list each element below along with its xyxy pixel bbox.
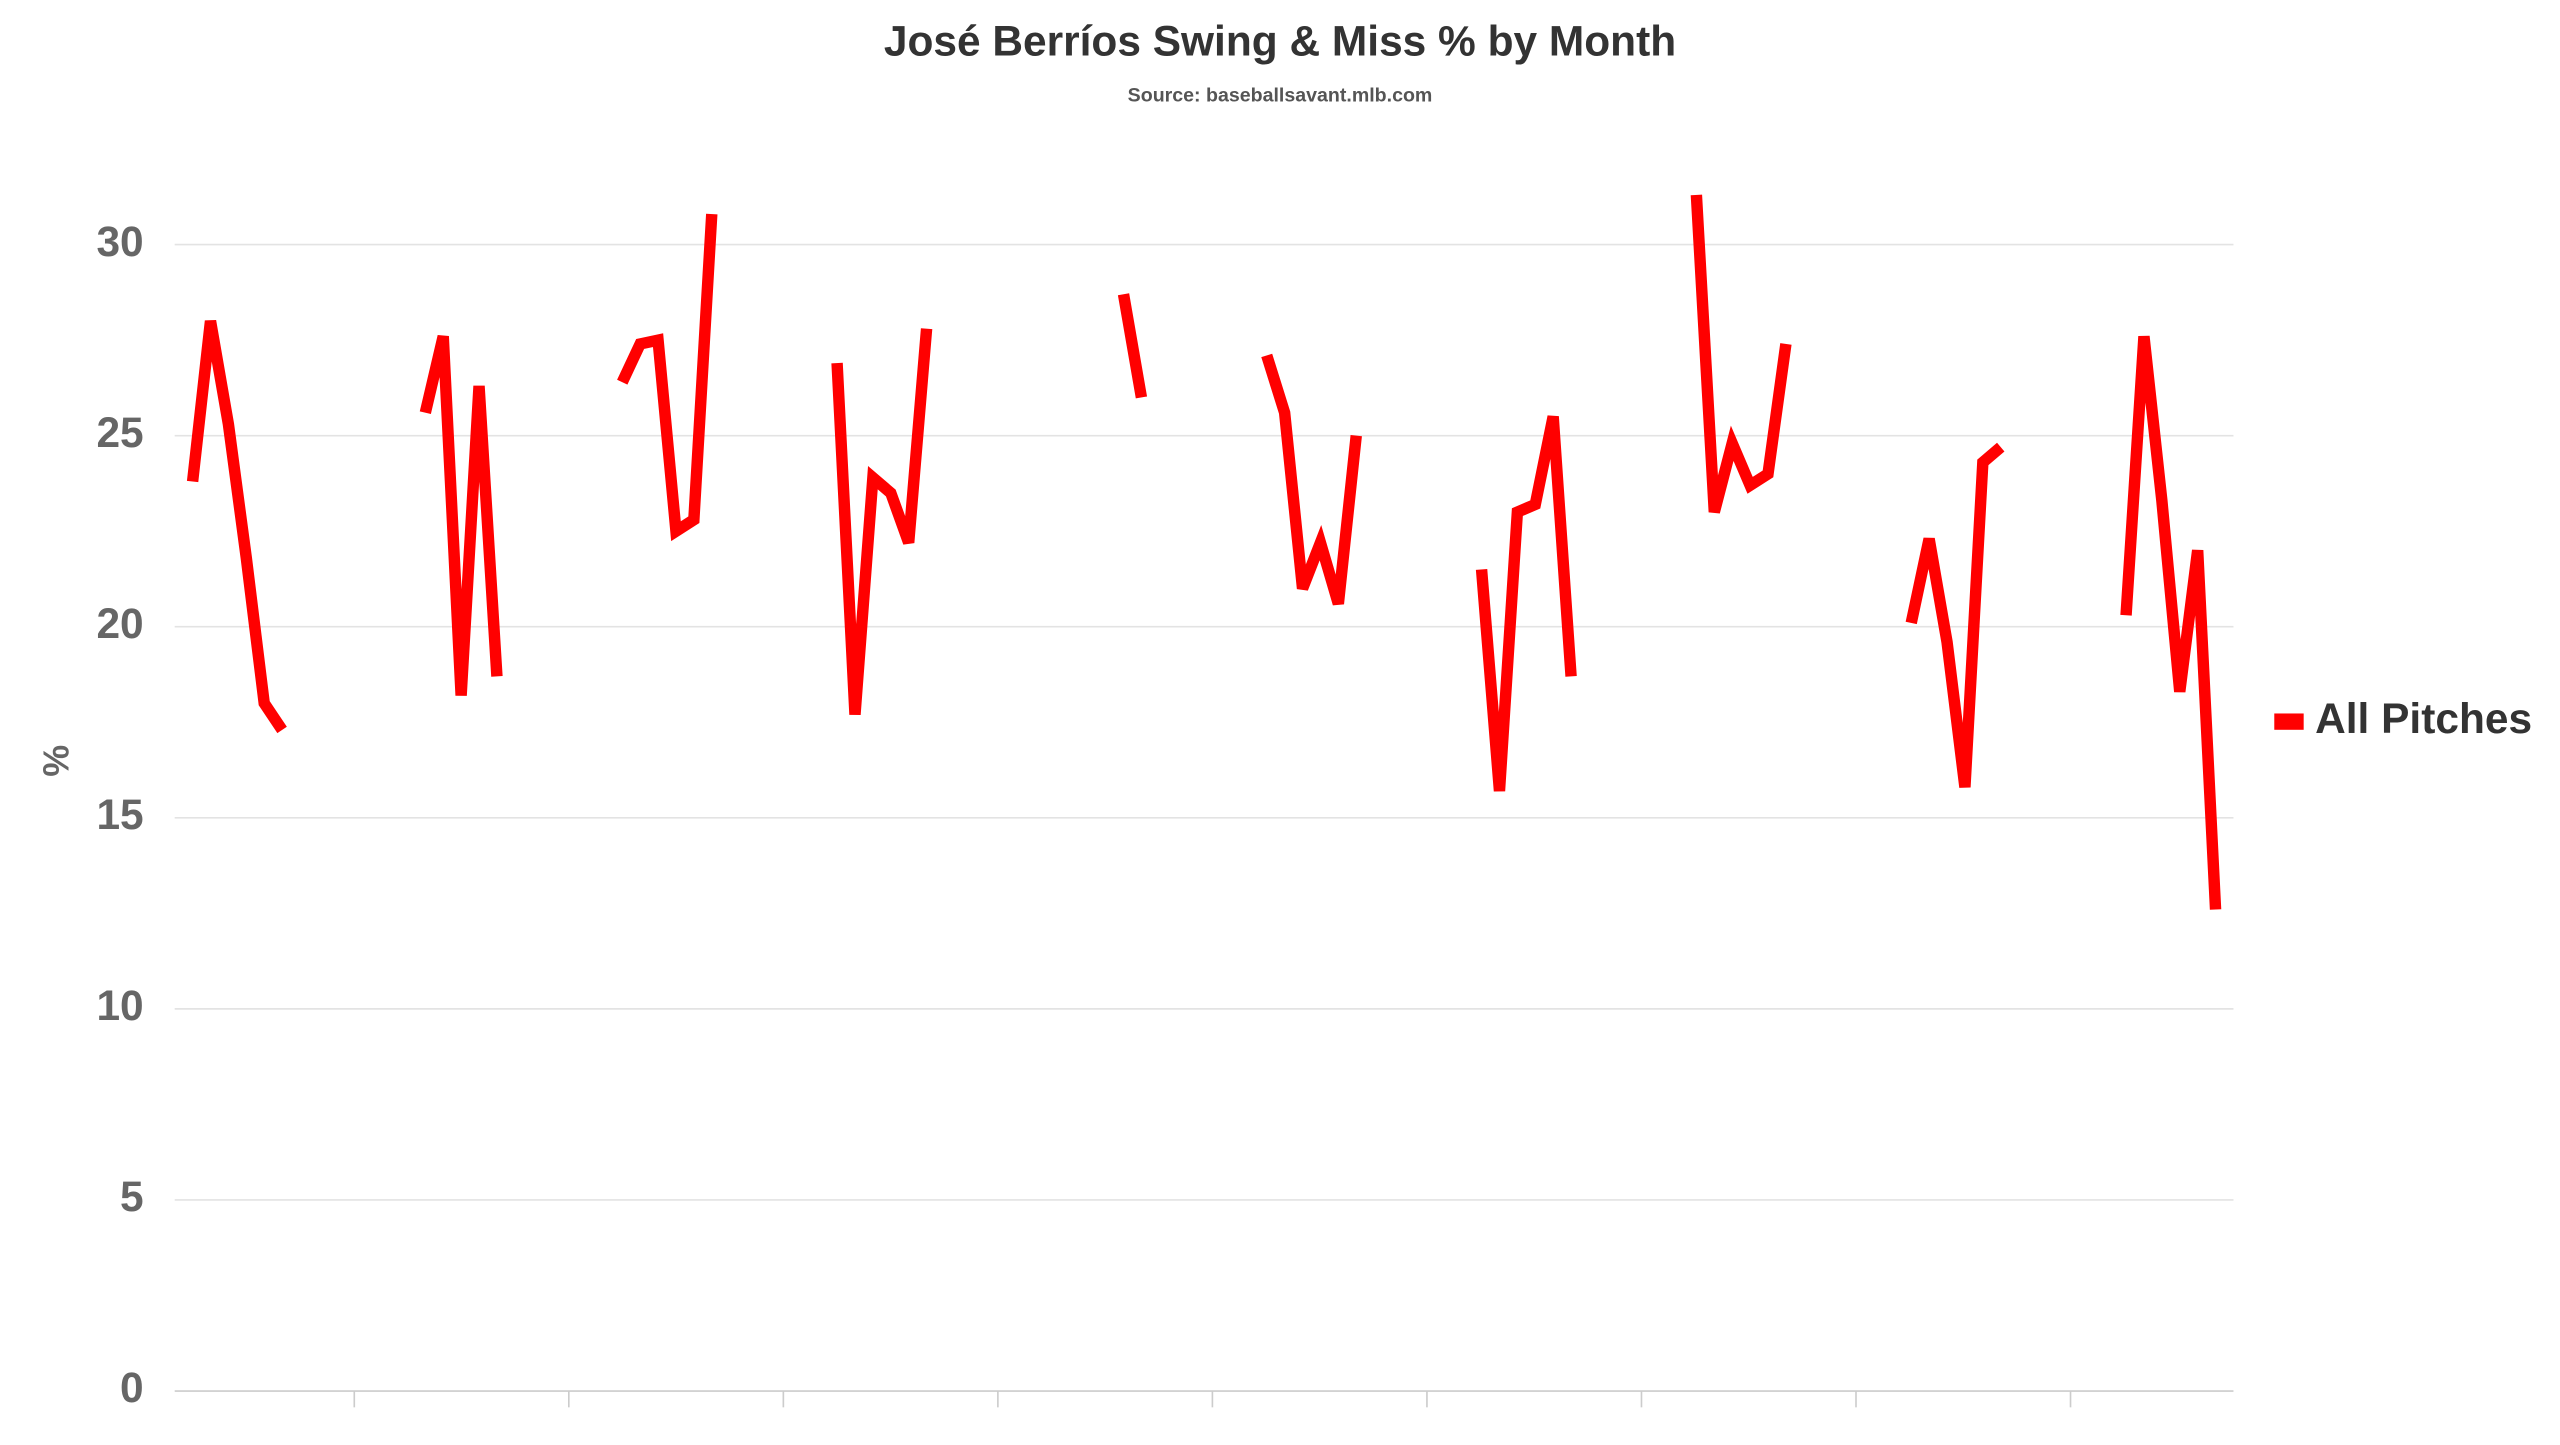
y-axis-label: %	[35, 745, 76, 777]
y-tick-label: 20	[96, 600, 143, 647]
y-tick-label: 10	[96, 982, 143, 1029]
y-tick-label: 30	[96, 218, 143, 265]
legend-swatch	[2274, 713, 2304, 730]
y-tick-label: 25	[96, 409, 143, 456]
legend-label: All Pitches	[2315, 695, 2532, 742]
y-tick-label: 15	[96, 791, 143, 838]
y-tick-label: 0	[120, 1364, 144, 1411]
chart-subtitle: Source: baseballsavant.mlb.com	[1128, 84, 1433, 106]
y-tick-label: 5	[120, 1173, 144, 1220]
series-line	[186, 194, 2222, 910]
chart-title: José Berríos Swing & Miss % by Month	[884, 17, 1676, 64]
